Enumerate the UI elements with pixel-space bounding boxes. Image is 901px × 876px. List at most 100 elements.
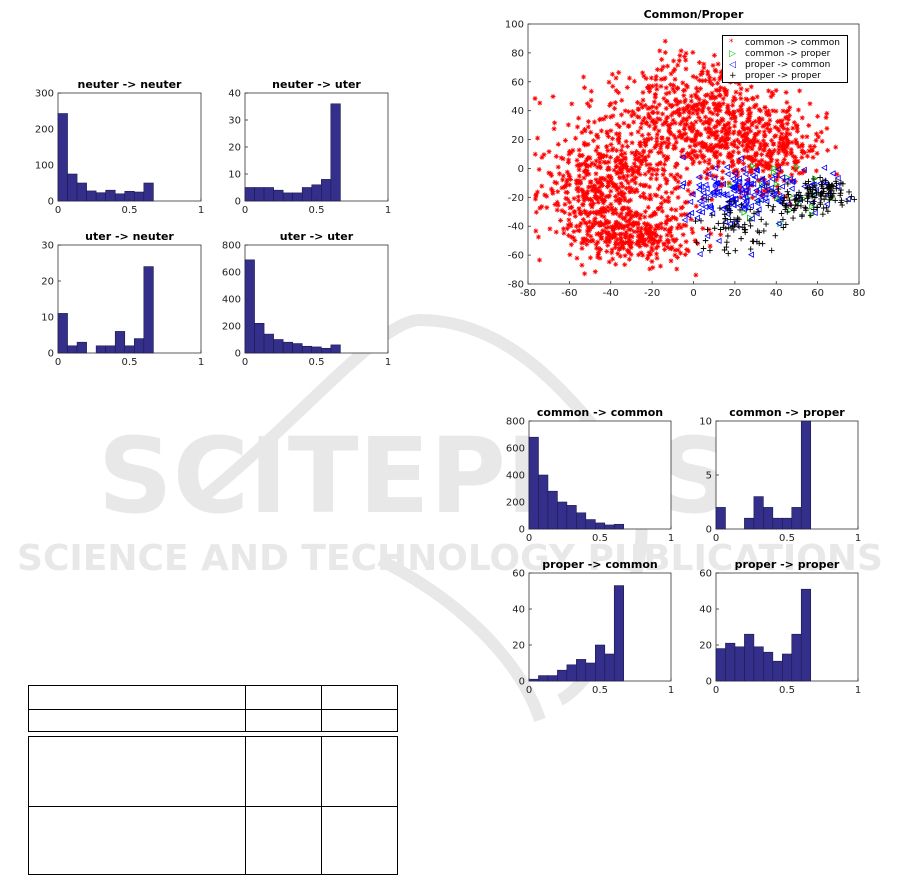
scatter-point	[818, 129, 824, 135]
scatter-point	[665, 123, 671, 129]
scatter-point	[666, 239, 672, 245]
scatter-point	[749, 120, 755, 126]
scatter-point	[576, 173, 582, 179]
scatter-point	[820, 178, 826, 184]
scatter-point	[717, 226, 724, 233]
scatter-point	[694, 102, 700, 108]
scatter-point	[597, 159, 603, 165]
scatter-point	[793, 167, 799, 173]
scatter-point	[678, 250, 684, 256]
scatter-point	[622, 215, 628, 221]
scatter-series	[727, 162, 835, 228]
scatter-point	[641, 182, 647, 188]
scatter-point	[742, 154, 748, 160]
scatter-point	[599, 213, 605, 219]
scatter-point	[723, 92, 729, 98]
scatter-point	[758, 216, 765, 223]
scatter-point	[673, 207, 679, 213]
scatter-point	[676, 184, 682, 190]
scatter-point	[597, 184, 603, 190]
scatter-point	[712, 164, 719, 172]
scatter-point	[664, 244, 670, 250]
scatter-point	[754, 162, 760, 168]
scatter-point	[721, 86, 727, 92]
scatter-point	[728, 154, 734, 160]
scatter-point	[689, 105, 695, 111]
scatter-point	[647, 166, 653, 172]
scatter-point	[654, 171, 660, 177]
scatter-point	[773, 180, 780, 188]
scatter-point	[614, 236, 620, 242]
scatter-point	[790, 153, 796, 159]
scatter-point	[674, 225, 680, 231]
scatter-point	[727, 209, 734, 216]
scatter-point	[638, 101, 644, 107]
scatter-point	[553, 229, 559, 235]
scatter-point	[642, 214, 648, 220]
scatter-point	[685, 135, 691, 141]
scatter-point	[676, 134, 682, 140]
histogram-bar	[254, 187, 265, 202]
scatter-point	[763, 160, 769, 166]
scatter-point	[616, 157, 622, 163]
scatter-point	[655, 223, 661, 229]
scatter-point	[609, 207, 615, 213]
scatter-point	[802, 204, 808, 211]
scatter-point	[615, 155, 621, 161]
y-tick-label: 400	[222, 295, 241, 306]
scatter-point	[669, 246, 675, 252]
scatter-point	[653, 245, 659, 251]
scatter-point	[709, 212, 715, 218]
scatter-point	[788, 178, 795, 186]
scatter-point	[743, 134, 749, 140]
scatter-point	[664, 99, 670, 105]
scatter-point	[672, 76, 678, 82]
scatter-point	[626, 237, 632, 243]
scatter-point	[606, 219, 612, 225]
scatter-point	[762, 190, 769, 198]
scatter-point	[604, 144, 610, 150]
scatter-point	[799, 143, 805, 149]
scatter-point	[651, 236, 657, 242]
y-tick-label: 0	[235, 349, 241, 360]
scatter-point	[756, 120, 762, 126]
scatter-point	[587, 163, 593, 169]
scatter-point	[601, 116, 607, 122]
scatter-point	[726, 131, 732, 137]
histogram-bar	[800, 588, 812, 682]
scatter-point	[585, 156, 591, 162]
scatter-point	[820, 211, 826, 217]
scatter-point	[686, 181, 692, 187]
scatter-point	[611, 167, 617, 173]
scatter-point	[652, 192, 658, 198]
scatter-point	[568, 176, 574, 182]
scatter-point	[618, 211, 624, 217]
scatter-point	[676, 58, 682, 64]
table-cell	[245, 709, 322, 731]
scatter-point	[622, 223, 628, 229]
scatter-point	[655, 110, 661, 116]
scatter-point	[678, 225, 684, 231]
scatter-point	[668, 258, 674, 264]
scatter-point	[833, 178, 839, 185]
scatter-point	[703, 185, 710, 192]
scatter-point	[837, 190, 844, 197]
scatter-point	[709, 165, 715, 171]
scatter-point	[731, 138, 737, 144]
scatter-point	[747, 180, 754, 187]
scatter-point	[668, 206, 674, 212]
scatter-point	[566, 217, 572, 223]
table-cell	[29, 686, 246, 709]
scatter-point	[769, 89, 775, 95]
scatter-point	[753, 197, 760, 204]
scatter-point	[658, 225, 664, 231]
scatter-point	[597, 117, 603, 123]
scatter-point	[786, 113, 792, 119]
scatter-point	[790, 125, 796, 131]
scatter-point	[732, 96, 738, 102]
scatter-point	[754, 94, 760, 100]
scatter-point	[749, 95, 755, 101]
scatter-point	[771, 164, 778, 172]
scatter-point	[652, 230, 658, 236]
scatter-point	[686, 153, 692, 159]
